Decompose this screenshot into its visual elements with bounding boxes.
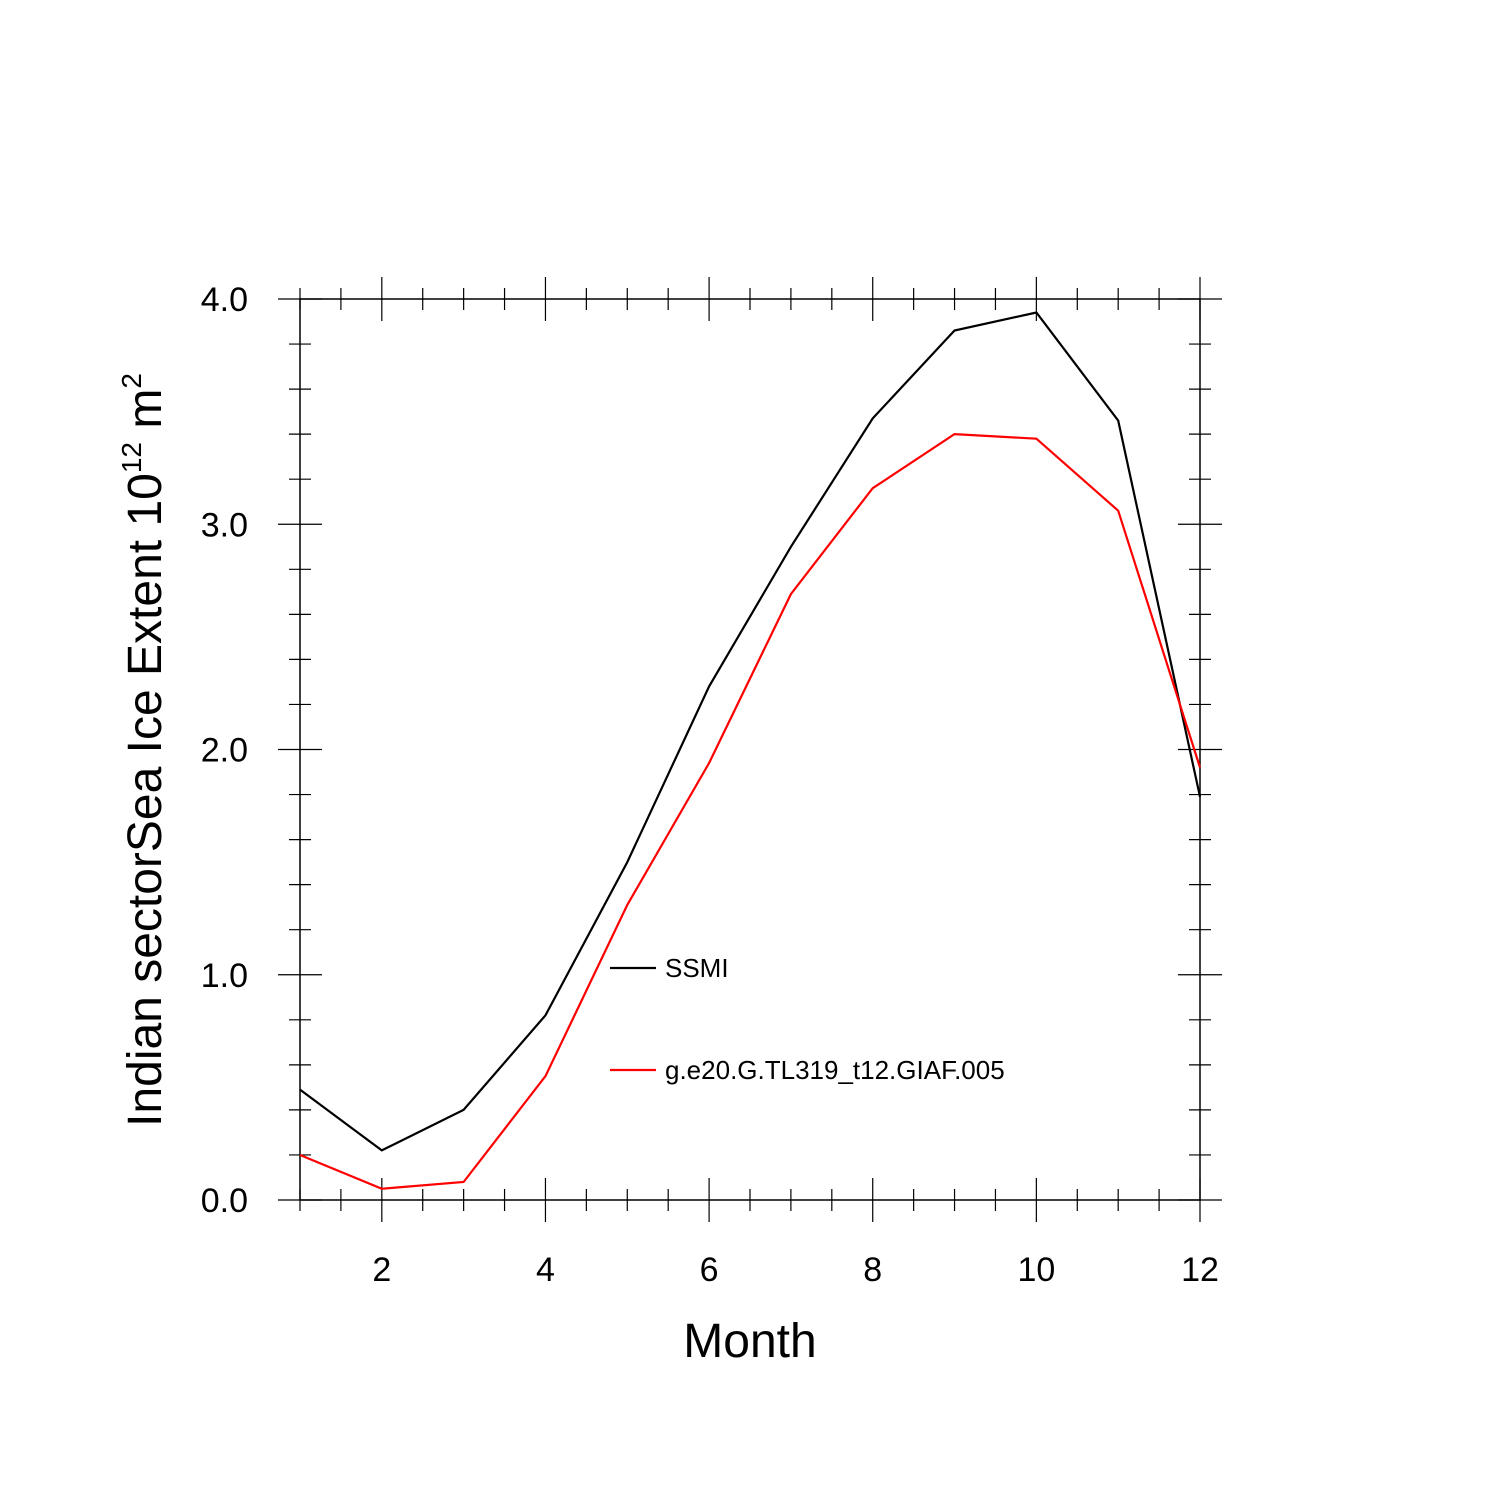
y-axis-title-main: Indian sectorSea Ice Extent 10 [119,473,172,1127]
x-tick-label: 12 [1181,1251,1219,1289]
x-tick-label: 8 [863,1251,882,1289]
axes: 2 4 6 8 10 12 0.0 1.0 2.0 3.0 4.0 [201,277,1222,1289]
x-tick-label: 10 [1017,1251,1055,1289]
legend-label: g.e20.G.TL319_t12.GIAF.005 [665,1055,1005,1085]
y-tick-label: 0.0 [201,1182,248,1220]
y-axis-title: Indian sectorSea Ice Extent 1012 m2 [116,373,172,1127]
y-axis-title-unit: m [119,389,172,442]
series-group [299,311,1202,1190]
x-tick-label: 4 [536,1251,555,1289]
series-line-model [299,432,1202,1190]
y-tick-label: 4.0 [201,281,248,319]
series-line-ssmi [299,311,1202,1152]
legend: SSMI g.e20.G.TL319_t12.GIAF.005 [610,953,1005,1085]
y-axis-title-exp: 12 [116,442,147,473]
x-tick-label: 6 [700,1251,719,1289]
legend-label: SSMI [665,953,729,983]
y-tick-label: 3.0 [201,506,248,544]
y-tick-label: 1.0 [201,957,248,995]
y-axis-title-unit-exp: 2 [116,373,147,389]
x-tick-label: 2 [372,1251,391,1289]
x-axis-title: Month [683,1315,816,1368]
y-tick-label: 2.0 [201,732,248,770]
